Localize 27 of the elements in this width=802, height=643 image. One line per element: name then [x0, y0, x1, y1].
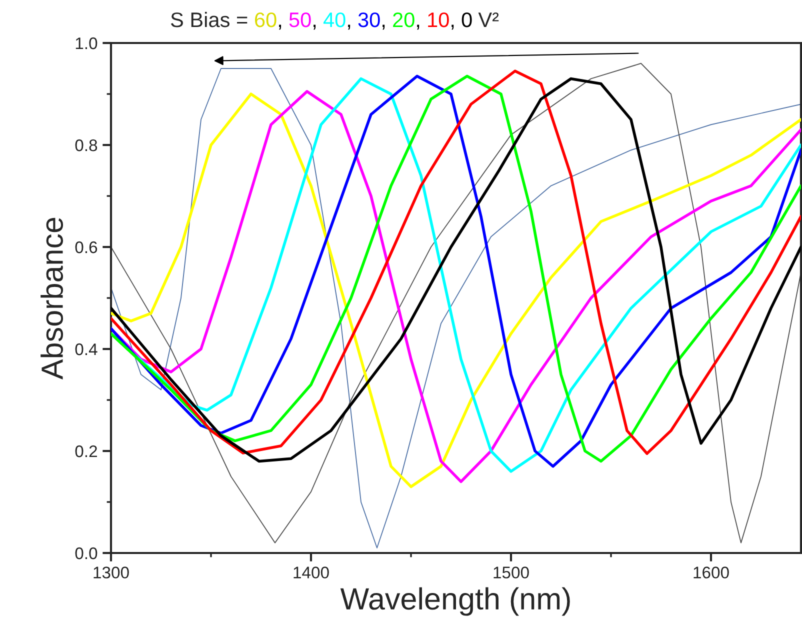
text: 50	[289, 12, 311, 28]
x-tick-label: 1500	[494, 566, 529, 578]
x-tick-label: 1600	[694, 566, 729, 578]
x-tick-label: 1300	[94, 566, 129, 578]
text: 10	[428, 12, 449, 28]
text: 20	[393, 12, 414, 28]
text: ,	[382, 24, 385, 30]
text: 0	[462, 12, 472, 28]
x-axis-title: Wavelength (nm)	[340, 587, 570, 616]
text: ,	[278, 24, 282, 30]
text: 30	[358, 12, 380, 28]
y-tick-label: 0.0	[75, 547, 98, 560]
text: ,	[417, 24, 420, 30]
y-tick-label: 0.2	[75, 445, 97, 458]
text: 60	[255, 12, 276, 28]
y-tick-label: 1.0	[76, 37, 98, 50]
text: V²	[478, 12, 499, 27]
text: ,	[348, 24, 350, 30]
y-tick-label: 0.8	[75, 139, 98, 152]
y-tick-label: 0.6	[75, 241, 98, 254]
text: S Bias =	[170, 12, 248, 28]
text: 40	[323, 12, 346, 28]
x-tick-label: 1400	[294, 566, 329, 578]
text: ,	[314, 24, 316, 30]
y-tick-label: 0.4	[75, 343, 98, 356]
y-axis-title: Absorbance	[40, 218, 64, 380]
text: ,	[452, 24, 454, 30]
